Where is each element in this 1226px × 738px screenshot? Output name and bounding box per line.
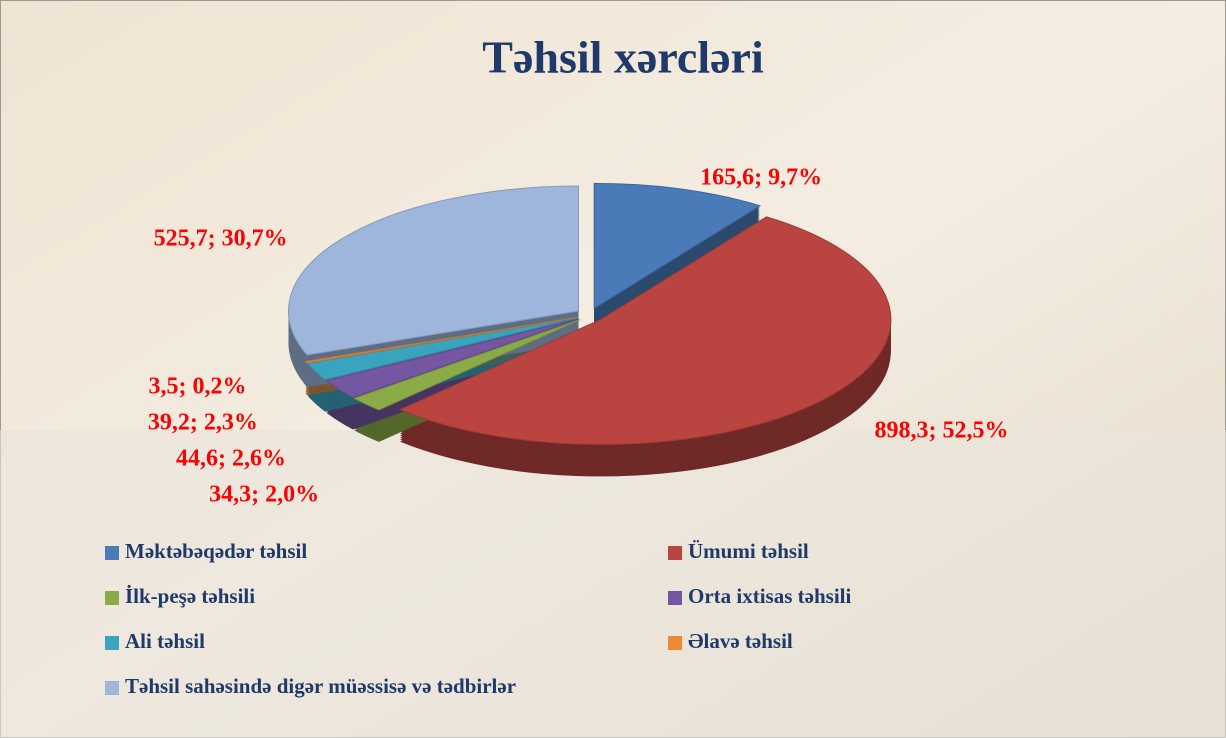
slice [352,319,580,411]
value-label: 39,2; 2,3% [148,410,258,436]
slice [288,185,579,356]
chart-title: Təhsil xərcləri [482,32,764,83]
slice [306,317,578,381]
slice [398,216,892,445]
background-floor [0,430,1226,738]
legend-label: Ümumi təhsil [688,539,809,563]
value-label: 898,3; 52,5% [874,418,1008,444]
legend-swatch [105,636,119,650]
slice [325,318,579,399]
slice [304,317,578,364]
slice [593,182,762,310]
legend-swatch [105,546,119,560]
legend-label: Ali təhsil [125,629,205,653]
legend-label: Təhsil sahəsində digər müəssisə və tədbi… [125,674,516,698]
value-label: 3,5; 0,2% [149,374,247,400]
legend-swatch [105,591,119,605]
pie [288,182,892,477]
value-label: 34,3; 2,0% [209,482,319,508]
legend-label: Məktəbəqədər təhsil [125,539,307,563]
value-label: 165,6; 9,7% [700,164,822,190]
legend-swatch [668,591,682,605]
legend-swatch [105,681,119,695]
legend: Məktəbəqədər təhsil Ümumi təhsil İlk-peşə … [105,539,851,698]
legend-swatch [668,636,682,650]
value-label: 44,6; 2,6% [176,446,286,472]
legend-label: Orta ixtisas təhsili [688,584,851,608]
legend-swatch [668,546,682,560]
value-labels: 165,6; 9,7% 898,3; 52,5% 34,3; 2,0% 44,6; 2… [148,164,1009,507]
value-label: 525,7; 30,7% [154,226,288,252]
legend-label: İlk-peşə təhsili [125,584,255,608]
legend-label: Əlavə təhsil [688,629,793,653]
